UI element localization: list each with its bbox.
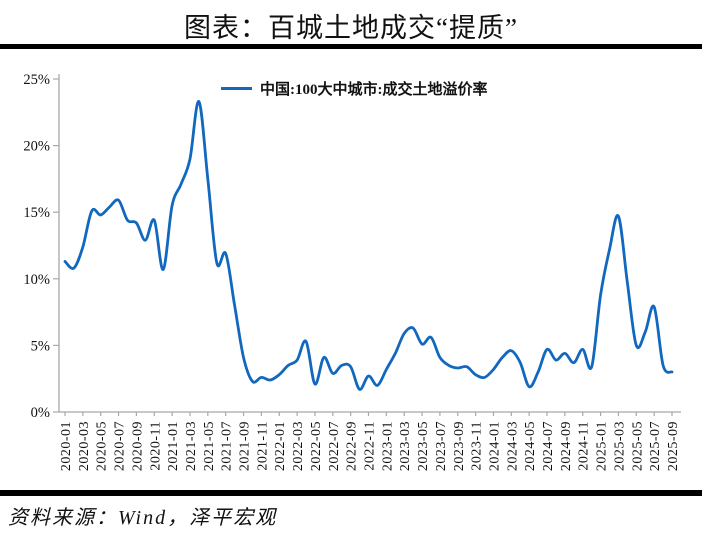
y-tick-label: 15% bbox=[23, 205, 50, 221]
x-tick-label: 2021-03 bbox=[184, 421, 199, 471]
x-tick-label: 2024-05 bbox=[523, 421, 538, 471]
x-tick-label: 2022-11 bbox=[363, 421, 378, 471]
page-title: 图表：百城土地成交“提质” bbox=[184, 13, 518, 43]
x-tick-label: 2023-03 bbox=[398, 421, 413, 471]
x-tick-label: 2025-09 bbox=[666, 421, 681, 471]
x-tick-label: 2023-05 bbox=[416, 421, 431, 471]
y-tick-label: 10% bbox=[23, 272, 50, 288]
source-note: 资料来源：Wind，泽平宏观 bbox=[8, 507, 278, 529]
x-tick-label: 2022-05 bbox=[309, 421, 324, 471]
x-tick-label: 2024-11 bbox=[577, 421, 592, 471]
legend-line-swatch bbox=[221, 86, 252, 90]
x-tick-label: 2021-09 bbox=[238, 421, 253, 471]
x-tick-label: 2020-11 bbox=[148, 421, 163, 471]
y-tick-label: 20% bbox=[23, 139, 50, 155]
line-chart: 0% 5% 10% 15% 20% 25% 2020-01 2020-03 2020-05 202… bbox=[0, 49, 702, 487]
x-tick-label: 2020-09 bbox=[130, 421, 145, 471]
x-tick-label: 2024-03 bbox=[505, 421, 520, 471]
x-tick-label: 2021-07 bbox=[220, 421, 235, 471]
x-tick-label: 2022-07 bbox=[327, 421, 342, 471]
x-tick-label: 2023-07 bbox=[434, 421, 449, 471]
x-tick-label: 2020-03 bbox=[77, 421, 92, 471]
x-tick-label: 2020-07 bbox=[113, 421, 128, 471]
x-tick-label: 2024-07 bbox=[541, 421, 556, 471]
y-tick-label: 25% bbox=[23, 72, 50, 88]
y-tick-label: 0% bbox=[31, 405, 50, 421]
x-tick-label: 2025-03 bbox=[612, 421, 627, 471]
x-tick-label: 2023-11 bbox=[470, 421, 485, 471]
x-tick-label: 2022-09 bbox=[345, 421, 360, 471]
x-tick-label: 2021-11 bbox=[255, 421, 270, 471]
x-tick-label: 2025-07 bbox=[648, 421, 663, 471]
x-tick-label: 2023-01 bbox=[380, 421, 395, 471]
chart-canvas: 0%5%10%15%20%25%2020-01 2020-03 2020-05 202… bbox=[23, 72, 681, 471]
premium-rate-series-line bbox=[63, 100, 674, 391]
bottom-rule bbox=[0, 490, 702, 496]
x-tick-label: 2020-01 bbox=[59, 421, 74, 471]
x-tick-label: 2021-05 bbox=[202, 421, 217, 471]
x-tick-label: 2024-01 bbox=[487, 421, 502, 471]
y-tick-label: 5% bbox=[31, 338, 50, 354]
x-tick-label: 2020-05 bbox=[95, 421, 110, 471]
legend-label: 中国:100大中城市:成交土地溢价率 bbox=[260, 81, 488, 98]
chart-legend: 中国:100大中城市:成交土地溢价率 bbox=[221, 79, 488, 98]
x-tick-label: 2025-05 bbox=[630, 421, 645, 471]
x-tick-label: 2024-09 bbox=[559, 421, 574, 471]
x-tick-label: 2021-01 bbox=[166, 421, 181, 471]
top-rule bbox=[0, 44, 702, 49]
x-tick-label: 2025-01 bbox=[595, 421, 610, 471]
x-tick-label: 2022-01 bbox=[273, 421, 288, 471]
x-tick-label: 2022-03 bbox=[291, 421, 306, 471]
x-tick-label: 2023-09 bbox=[452, 421, 467, 471]
